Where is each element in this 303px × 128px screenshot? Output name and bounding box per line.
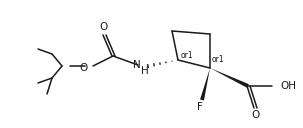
Polygon shape [210, 68, 249, 88]
Text: OH: OH [280, 81, 296, 91]
Text: or1: or1 [212, 56, 225, 65]
Text: H: H [141, 66, 149, 76]
Polygon shape [200, 68, 210, 100]
Text: O: O [80, 63, 88, 73]
Text: N: N [133, 60, 141, 70]
Text: O: O [252, 110, 260, 120]
Text: F: F [197, 102, 203, 112]
Text: O: O [100, 22, 108, 32]
Text: or1: or1 [181, 51, 194, 60]
